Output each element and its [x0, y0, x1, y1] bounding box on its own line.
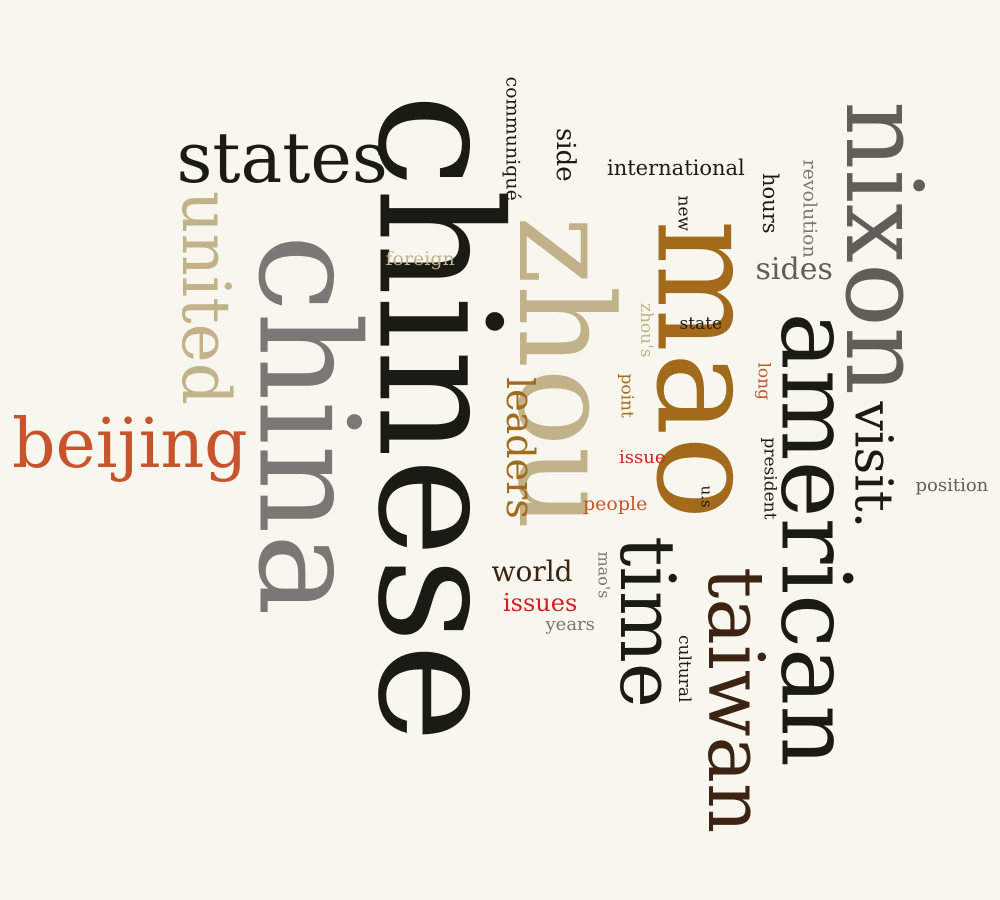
- word-revolution: revolution: [798, 159, 821, 258]
- word-leaders: leaders: [498, 377, 542, 519]
- word-international: international: [607, 155, 745, 180]
- word-foreign: foreign: [385, 247, 455, 270]
- word-taiwan: taiwan: [690, 567, 780, 834]
- word-point: point: [616, 373, 637, 418]
- word-side: side: [550, 128, 580, 182]
- word-people: people: [583, 492, 648, 515]
- word-years: years: [545, 614, 595, 635]
- word-issue: issue: [619, 447, 666, 468]
- word-new: new: [673, 195, 694, 231]
- word-sides: sides: [755, 252, 833, 287]
- word-president: president: [759, 437, 780, 519]
- word-hours: hours: [757, 172, 782, 234]
- word-visit: visit.: [842, 401, 902, 529]
- word-world: world: [491, 555, 573, 588]
- word-cultural: cultural: [673, 634, 694, 702]
- word-zhous: zhou's: [635, 302, 656, 358]
- word-maos: mao's: [594, 551, 613, 599]
- word-issues: issues: [503, 589, 578, 617]
- word-china: china: [227, 234, 388, 616]
- word-position: position: [915, 475, 989, 496]
- word-united: united: [167, 191, 244, 405]
- word-state: state: [679, 313, 723, 334]
- word-long: long: [753, 362, 774, 400]
- word-american: american: [759, 312, 871, 768]
- word-us: u.s: [697, 485, 716, 508]
- word-communique: communiqué: [501, 76, 524, 201]
- word-states: states: [176, 117, 388, 199]
- word-beijing: beijing: [12, 405, 248, 484]
